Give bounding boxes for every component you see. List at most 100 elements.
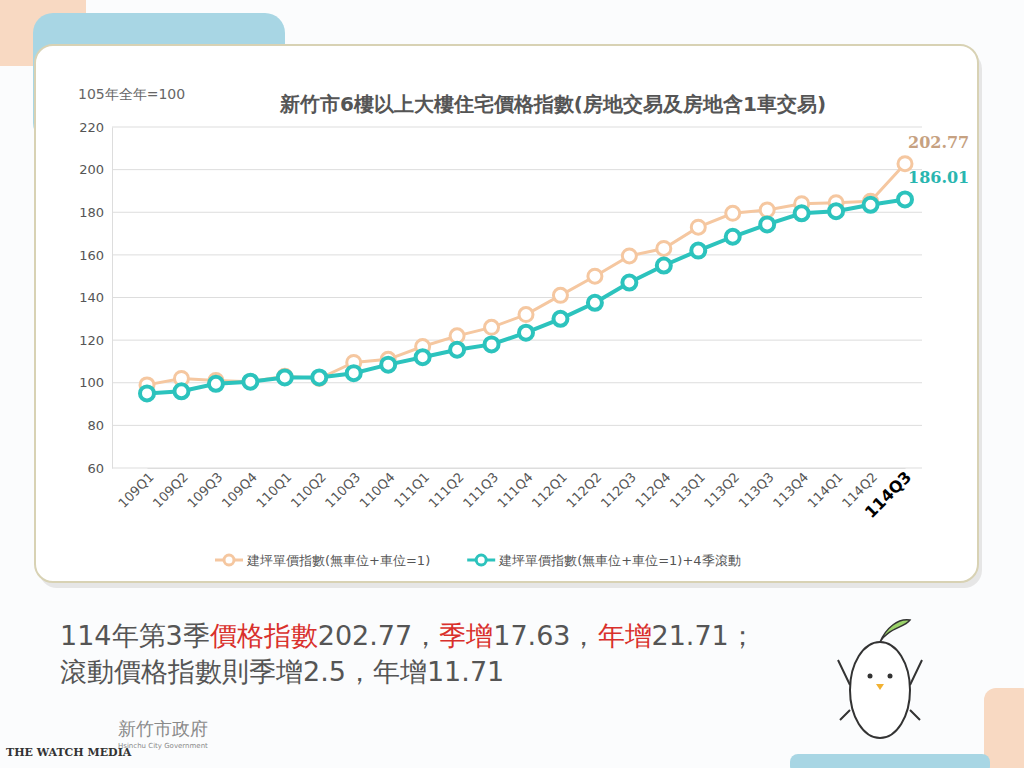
x-tick-label: 113Q3 xyxy=(736,470,777,511)
point xyxy=(691,220,705,234)
x-tick: 111Q2 xyxy=(425,468,466,511)
point xyxy=(519,308,533,322)
summary-segment: 滾動價格指數則季增2.5，年增11.71 xyxy=(60,656,504,687)
x-tick: 114Q1 xyxy=(804,468,845,511)
point xyxy=(519,326,533,340)
x-tick: 113Q3 xyxy=(736,468,777,511)
page: 新竹市6樓以上大樓住宅價格指數(房地交易及房地含1車交易)105年全年=1006… xyxy=(0,0,1024,768)
x-axis-line xyxy=(148,468,906,469)
mascot xyxy=(838,620,922,738)
point xyxy=(795,206,809,220)
x-tick-label: 111Q3 xyxy=(460,470,501,511)
grid-line xyxy=(112,297,922,298)
point xyxy=(588,296,602,310)
point xyxy=(864,198,878,212)
point xyxy=(140,386,154,400)
x-tick-label: 112Q3 xyxy=(598,470,639,511)
grid-line xyxy=(112,169,922,170)
x-tick-label: 109Q4 xyxy=(219,470,260,511)
grid-line xyxy=(112,340,922,341)
point xyxy=(829,204,843,218)
point xyxy=(691,244,705,258)
x-tick: 109Q3 xyxy=(184,468,225,511)
summary: 114年第3季價格指數202.77，季增17.63，年增21.71；滾動價格指數… xyxy=(60,620,756,687)
point xyxy=(726,230,740,244)
legend-swatch xyxy=(476,555,486,565)
y-tick: 100 xyxy=(79,375,112,390)
x-tick-label: 112Q1 xyxy=(529,470,570,511)
point xyxy=(622,276,636,290)
series-line xyxy=(147,199,905,393)
point xyxy=(485,320,499,334)
y-tick-label: 60 xyxy=(87,461,104,476)
y-tick-label: 140 xyxy=(79,290,104,305)
point xyxy=(278,370,292,384)
grid-line xyxy=(112,468,922,469)
card xyxy=(35,45,978,582)
x-tick-label: 110Q1 xyxy=(253,470,294,511)
summary-line: 滾動價格指數則季增2.5，年增11.71 xyxy=(60,656,504,687)
data-label: 202.77 xyxy=(908,133,969,152)
x-tick: 111Q3 xyxy=(460,468,501,511)
y-tick: 60 xyxy=(87,461,112,476)
y-tick-label: 180 xyxy=(79,205,104,220)
point xyxy=(381,358,395,372)
point xyxy=(760,203,774,217)
x-tick: 111Q1 xyxy=(391,468,432,511)
point xyxy=(416,350,430,364)
data-label: 186.01 xyxy=(908,168,969,187)
summary-segment: 202.77， xyxy=(318,620,439,651)
deco-peach xyxy=(984,688,1024,768)
y-tick: 140 xyxy=(79,290,112,305)
y-axis-line xyxy=(112,128,113,469)
point xyxy=(657,259,671,273)
x-tick-label: 109Q2 xyxy=(150,470,191,511)
summary-segment: 17.63， xyxy=(493,620,597,651)
x-tick: 113Q4 xyxy=(770,468,811,511)
y-tick-label: 100 xyxy=(79,375,104,390)
x-tick-label: 112Q4 xyxy=(632,470,673,511)
y-tick-label: 200 xyxy=(79,162,104,177)
series-line xyxy=(147,164,905,385)
point xyxy=(209,377,223,391)
x-tick: 110Q3 xyxy=(322,468,363,511)
x-tick: 112Q3 xyxy=(598,468,639,511)
grid-line xyxy=(112,127,922,128)
x-tick-label: 110Q4 xyxy=(357,470,398,511)
data-labels: 202.77 186.01 xyxy=(908,133,969,188)
x-axis: 109Q1109Q2109Q3109Q4110Q1110Q2110Q3110Q4… xyxy=(115,467,915,522)
y-tick-label: 80 xyxy=(87,418,104,433)
point xyxy=(450,343,464,357)
x-tick-label: 113Q2 xyxy=(701,470,742,511)
background xyxy=(0,0,1024,768)
x-tick-label: 111Q1 xyxy=(391,470,432,511)
grid-line xyxy=(112,254,922,255)
x-tick-label: 113Q1 xyxy=(667,470,708,511)
x-tick: 113Q1 xyxy=(667,468,708,511)
plot-area xyxy=(140,157,912,401)
point xyxy=(553,312,567,326)
legend-label: 建坪單價指數(無車位+車位=1) xyxy=(246,553,430,568)
x-tick: 114Q3 xyxy=(861,467,916,522)
x-tick-label: 111Q2 xyxy=(425,470,466,511)
point xyxy=(243,375,257,389)
point xyxy=(898,192,912,206)
legend-label: 建坪單價指數(無車位+車位=1)+4季滾動 xyxy=(498,553,740,568)
x-tick: 109Q2 xyxy=(150,468,191,511)
y-tick-label: 120 xyxy=(79,333,104,348)
x-tick: 112Q1 xyxy=(529,468,570,511)
y-tick-label: 220 xyxy=(79,120,104,135)
watermark: THE WATCH MEDIA xyxy=(6,746,132,759)
y-axis: 6080100120140160180200220 xyxy=(79,120,112,476)
summary-segment: 114年第3季 xyxy=(60,620,210,651)
y-tick: 180 xyxy=(79,205,112,220)
x-tick-label: 114Q1 xyxy=(804,470,845,511)
y-tick: 80 xyxy=(87,418,112,433)
x-tick-label: 110Q3 xyxy=(322,470,363,511)
point xyxy=(588,269,602,283)
logo-english: Hsinchu City Government xyxy=(118,742,208,750)
chart-subtitle: 105年全年=100 xyxy=(78,86,185,102)
x-tick: 109Q1 xyxy=(115,468,156,511)
point xyxy=(657,241,671,255)
y-tick: 120 xyxy=(79,333,112,348)
